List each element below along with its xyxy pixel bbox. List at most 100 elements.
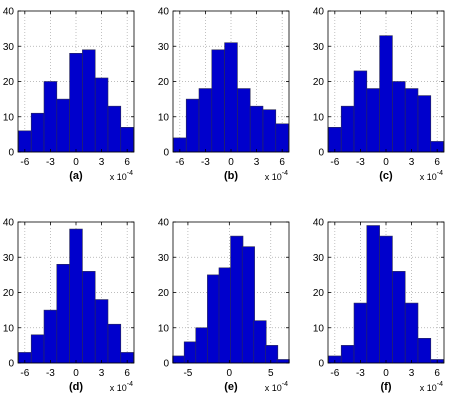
- histogram-bar: [275, 123, 289, 153]
- x-tick-label: 0: [383, 157, 389, 168]
- subplot-label: (e): [224, 381, 238, 393]
- y-tick-label: 40: [3, 218, 15, 229]
- y-tick-label: 30: [3, 42, 15, 53]
- histogram-bar: [353, 70, 368, 153]
- subplot-label: (f): [381, 381, 392, 393]
- x-tick-label: 0: [227, 368, 233, 379]
- y-tick-label: 10: [158, 112, 170, 123]
- x-tick-label: -3: [356, 157, 365, 168]
- x-tick-label: 6: [434, 157, 440, 168]
- y-tick-label: 40: [158, 7, 170, 18]
- x-axis-multiplier: x 10-4: [265, 170, 288, 182]
- y-tick-label: 40: [3, 7, 15, 18]
- subplot-c: 0 10 20 30 40 -6 -3 0 3 6 (c) x 10-4: [313, 7, 445, 182]
- x-tick-label: 3: [254, 157, 260, 168]
- y-tick-label: 20: [3, 77, 15, 88]
- multiplier-exponent: -4: [437, 381, 443, 388]
- x-tick-label: -3: [46, 368, 55, 379]
- x-tick-label: 3: [99, 157, 105, 168]
- multiplier-base: x 10: [420, 172, 437, 182]
- y-tick-label: 0: [163, 148, 169, 159]
- y-tick-label: 30: [3, 253, 15, 264]
- histogram-bar: [404, 302, 419, 364]
- y-tick-label: 0: [163, 359, 169, 370]
- histogram-bar: [30, 112, 45, 153]
- x-tick-label: -6: [20, 157, 29, 168]
- y-tick-label: 30: [313, 42, 325, 53]
- histogram-bar: [56, 98, 70, 153]
- histogram-bar: [340, 105, 355, 153]
- x-tick-label: 0: [383, 368, 389, 379]
- histogram-bar: [107, 323, 122, 364]
- multiplier-exponent: -4: [282, 170, 288, 177]
- x-tick-label: -3: [201, 157, 210, 168]
- x-tick-label: -3: [46, 157, 55, 168]
- histogram-bar: [195, 327, 209, 364]
- histogram-bar: [183, 341, 197, 364]
- histogram-bar: [253, 320, 267, 364]
- x-tick-label: 0: [73, 368, 79, 379]
- multiplier-base: x 10: [420, 383, 437, 393]
- multiplier-exponent: -4: [282, 381, 288, 388]
- subplot-d: 0 10 20 30 40 -6 -3 0 3 6 (d) x 10-4: [3, 218, 135, 393]
- histogram-bar: [30, 334, 45, 364]
- histogram-bar: [353, 302, 368, 364]
- histogram-bar: [417, 95, 432, 153]
- histogram-bar: [241, 246, 255, 364]
- subplot-label: (b): [224, 170, 238, 182]
- y-tick-label: 0: [318, 148, 324, 159]
- histogram-bar: [18, 130, 32, 153]
- subplot-label: (c): [379, 170, 393, 182]
- y-tick-label: 0: [8, 148, 14, 159]
- y-tick-label: 10: [3, 323, 15, 334]
- y-tick-label: 20: [3, 288, 15, 299]
- y-tick-label: 40: [313, 218, 325, 229]
- y-tick-label: 10: [313, 323, 325, 334]
- histogram-bar: [404, 88, 419, 153]
- y-tick-label: 20: [313, 77, 325, 88]
- histogram-bar: [328, 127, 342, 153]
- histogram-bar: [172, 355, 186, 364]
- x-tick-label: -5: [183, 368, 192, 379]
- histogram-bar: [379, 35, 393, 153]
- multiplier-base: x 10: [265, 383, 282, 393]
- histogram-bar: [82, 271, 96, 364]
- histogram-bar: [218, 267, 232, 364]
- x-tick-label: -3: [356, 368, 365, 379]
- x-tick-label: 6: [124, 368, 130, 379]
- y-tick-label: 0: [318, 359, 324, 370]
- multiplier-exponent: -4: [437, 170, 443, 177]
- histogram-bar: [224, 42, 238, 153]
- subplot-label: (d): [69, 381, 83, 393]
- y-tick-label: 0: [8, 359, 14, 370]
- histogram-bar: [340, 345, 355, 364]
- x-axis-multiplier: x 10-4: [420, 170, 443, 182]
- x-axis-multiplier: x 10-4: [420, 381, 443, 393]
- histogram-bar: [185, 98, 200, 153]
- histogram-bar: [94, 299, 109, 364]
- subplot-e: 0 10 20 30 40 -5 0 5 (e) x 10-4: [158, 218, 290, 393]
- y-tick-label: 40: [158, 218, 170, 229]
- histogram-bar: [392, 271, 406, 364]
- x-tick-label: 3: [409, 368, 415, 379]
- histogram-bar: [120, 127, 134, 153]
- x-tick-label: 6: [279, 157, 285, 168]
- multiplier-exponent: -4: [127, 381, 133, 388]
- histogram-bar: [198, 88, 213, 153]
- x-tick-label: 6: [434, 368, 440, 379]
- y-tick-label: 40: [313, 7, 325, 18]
- x-axis-multiplier: x 10-4: [110, 170, 133, 182]
- histogram-bar: [107, 105, 122, 153]
- histogram-bar: [230, 235, 244, 364]
- y-tick-label: 20: [313, 288, 325, 299]
- x-tick-label: 5: [268, 368, 274, 379]
- subplot-label: (a): [69, 170, 83, 182]
- subplot-a: 0 10 20 30 40 -6 -3 0 3 6 (a) x 10-4: [3, 7, 135, 182]
- y-tick-label: 30: [158, 253, 170, 264]
- histogram-bar: [43, 81, 58, 153]
- x-tick-label: 0: [73, 157, 79, 168]
- x-axis-multiplier: x 10-4: [110, 381, 133, 393]
- y-tick-label: 20: [158, 77, 170, 88]
- histogram-bar: [82, 49, 96, 153]
- x-tick-label: -6: [175, 157, 184, 168]
